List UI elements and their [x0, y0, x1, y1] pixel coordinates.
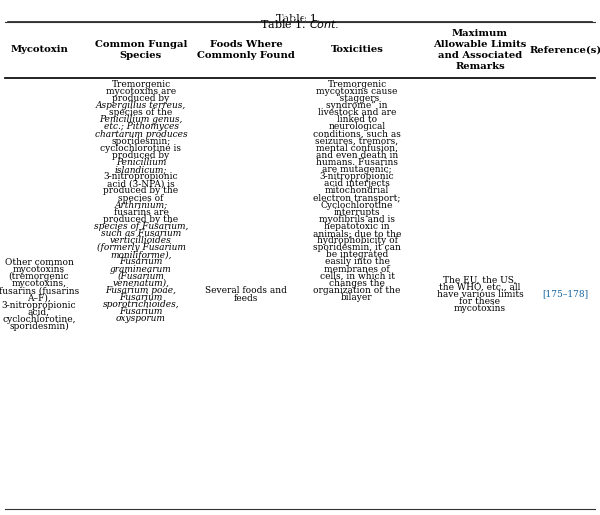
Text: the WHO, etc., all: the WHO, etc., all: [439, 283, 521, 292]
Text: fusarins are: fusarins are: [113, 208, 169, 217]
Text: myofibrils and is: myofibrils and is: [319, 215, 395, 224]
Text: produced by: produced by: [112, 151, 170, 160]
Text: Several foods and: Several foods and: [205, 286, 287, 296]
Text: Table 1.: Table 1.: [268, 14, 332, 24]
Text: produced by the: produced by the: [103, 186, 179, 195]
Text: acid,: acid,: [28, 308, 50, 317]
Text: [175–178]: [175–178]: [542, 289, 589, 298]
Text: (formerly Fusarium: (formerly Fusarium: [97, 243, 185, 252]
Text: syndrome” in: syndrome” in: [326, 101, 388, 110]
Text: The EU, the US,: The EU, the US,: [443, 276, 517, 285]
Text: Table 1. $\it{Cont.}$: Table 1. $\it{Cont.}$: [260, 18, 340, 30]
Text: for these: for these: [460, 297, 500, 306]
Text: electron transport;: electron transport;: [313, 194, 401, 202]
Text: Fusarium: Fusarium: [119, 307, 163, 316]
Text: cells, in which it: cells, in which it: [320, 272, 395, 281]
Text: Mycotoxin: Mycotoxin: [10, 45, 68, 55]
Text: fusarins (fusarins: fusarins (fusarins: [0, 286, 79, 296]
Text: venenatum),: venenatum),: [113, 279, 170, 288]
Text: conditions, such as: conditions, such as: [313, 130, 401, 139]
Text: species of Fusarium,: species of Fusarium,: [94, 222, 188, 231]
Text: Cyclochlorotine: Cyclochlorotine: [321, 201, 393, 210]
Text: Fusarium: Fusarium: [119, 293, 163, 302]
Text: mycotoxins: mycotoxins: [454, 304, 506, 313]
Text: feeds: feeds: [234, 294, 258, 302]
Text: be integrated: be integrated: [326, 250, 388, 260]
Text: mycotoxins: mycotoxins: [13, 265, 65, 274]
Text: cyclochlorotine is: cyclochlorotine is: [101, 144, 182, 153]
Text: changes the: changes the: [329, 279, 385, 288]
Text: Penicillium: Penicillium: [116, 158, 166, 167]
Text: Tremorgenic: Tremorgenic: [112, 80, 170, 89]
Text: Foods Where
Commonly Found: Foods Where Commonly Found: [197, 40, 295, 60]
Text: mitochondrial: mitochondrial: [325, 186, 389, 195]
Text: easily into the: easily into the: [325, 258, 389, 266]
Text: organization of the: organization of the: [313, 286, 401, 295]
Text: 3-nitropropionic: 3-nitropropionic: [320, 172, 394, 181]
Text: bilayer: bilayer: [341, 293, 373, 302]
Text: graminearum: graminearum: [110, 265, 172, 273]
Text: Arthrinium;: Arthrinium;: [115, 201, 167, 210]
Text: hydrophobicity of: hydrophobicity of: [317, 236, 397, 245]
Text: are mutagenic;: are mutagenic;: [322, 165, 392, 174]
Text: Table 1.: Table 1.: [276, 14, 324, 24]
Text: Aspergillus terreus,: Aspergillus terreus,: [96, 101, 186, 110]
Text: Toxicities: Toxicities: [331, 45, 383, 55]
Text: etc.; Pithomyces: etc.; Pithomyces: [104, 123, 179, 131]
Text: Maximum
Allowable Limits
and Associated
Remarks: Maximum Allowable Limits and Associated …: [433, 29, 527, 71]
Text: Fusarium: Fusarium: [119, 258, 163, 266]
Text: species of the: species of the: [109, 108, 173, 117]
Text: islandicum;: islandicum;: [115, 165, 167, 174]
Text: acid (3-NPA) is: acid (3-NPA) is: [107, 179, 175, 188]
Text: Fusarium poae,: Fusarium poae,: [106, 286, 176, 295]
Text: sporidesmin): sporidesmin): [9, 322, 69, 331]
Text: produced by: produced by: [112, 94, 170, 103]
Text: mycotoxins,: mycotoxins,: [11, 279, 67, 288]
Text: Tremorgenic: Tremorgenic: [328, 80, 386, 89]
Text: membranes of: membranes of: [324, 265, 390, 273]
Text: 3-nitropropionic: 3-nitropropionic: [104, 172, 178, 181]
Text: mycotoxins cause: mycotoxins cause: [316, 87, 398, 96]
Text: mycotoxins are: mycotoxins are: [106, 87, 176, 96]
Text: “staggers: “staggers: [335, 94, 379, 104]
Text: cyclochlorotine,: cyclochlorotine,: [2, 315, 76, 324]
Text: (tremorgenic: (tremorgenic: [8, 272, 70, 281]
Text: have various limits: have various limits: [437, 290, 523, 299]
Text: sporidesmin, it can: sporidesmin, it can: [313, 243, 401, 252]
Text: Other common: Other common: [5, 258, 73, 267]
Text: interrupts: interrupts: [334, 208, 380, 217]
Text: livestock and are: livestock and are: [318, 108, 396, 117]
Text: humans. Fusarins: humans. Fusarins: [316, 158, 398, 167]
Text: Common Fungal
Species: Common Fungal Species: [95, 40, 187, 60]
Text: linked to: linked to: [337, 115, 377, 124]
Text: moniliforme),: moniliforme),: [110, 250, 172, 260]
Text: chartarum produces: chartarum produces: [95, 130, 187, 139]
Text: 3-nitropropionic: 3-nitropropionic: [2, 301, 76, 310]
Text: such as Fusarium: such as Fusarium: [101, 229, 181, 238]
Text: oxysporum: oxysporum: [116, 314, 166, 323]
Text: Reference(s): Reference(s): [529, 45, 600, 55]
Text: species of: species of: [118, 194, 164, 202]
Text: neurological: neurological: [328, 123, 386, 131]
Text: seizures, tremors,: seizures, tremors,: [316, 136, 398, 146]
Text: and even death in: and even death in: [316, 151, 398, 160]
Text: acid interjects: acid interjects: [324, 179, 390, 188]
Text: Penicillium genus,: Penicillium genus,: [100, 115, 182, 124]
Text: sporotrichioides,: sporotrichioides,: [103, 300, 179, 309]
Text: sporidesmin;: sporidesmin;: [112, 136, 170, 146]
Text: produced by the: produced by the: [103, 215, 179, 224]
Text: hepatotoxic in: hepatotoxic in: [324, 222, 390, 231]
Text: verticillioides: verticillioides: [110, 236, 172, 245]
Text: A–F),: A–F),: [27, 294, 51, 302]
Text: (Fusarium: (Fusarium: [118, 272, 164, 281]
Text: animals; due to the: animals; due to the: [313, 229, 401, 238]
Text: mental confusion,: mental confusion,: [316, 144, 398, 153]
